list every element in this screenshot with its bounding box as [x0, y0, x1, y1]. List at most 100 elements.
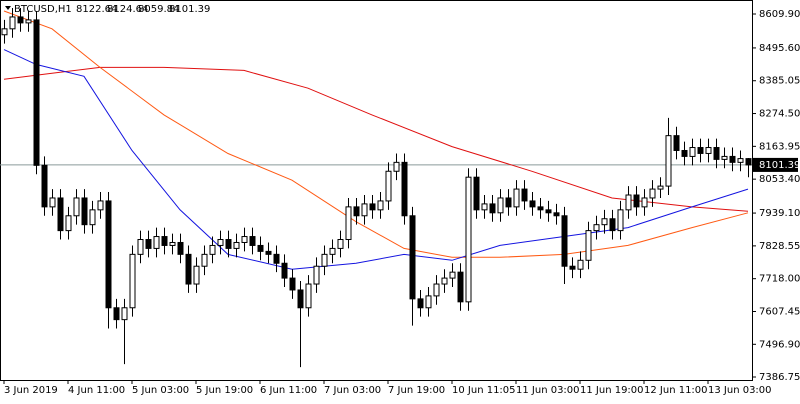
candle-body	[81, 197, 88, 226]
candle-body	[609, 218, 616, 232]
candle-body	[289, 277, 296, 291]
y-tick-label: 8274.50	[759, 109, 800, 120]
candle-body	[97, 200, 104, 211]
x-tick-label: 7 Jun 19:00	[388, 385, 445, 396]
candle-body	[561, 215, 568, 267]
candle-body	[713, 147, 720, 160]
candle-body	[49, 197, 56, 208]
candle-body	[433, 283, 440, 297]
x-tick-label: 10 Jun 11:05	[452, 385, 516, 396]
candle-body	[745, 158, 752, 166]
candle-body	[65, 215, 72, 232]
candle-body	[593, 224, 600, 232]
candle-body	[729, 155, 736, 163]
candle-body	[137, 239, 144, 255]
x-tick-label: 7 Jun 03:00	[324, 385, 381, 396]
candle-body	[57, 197, 64, 232]
candle-body	[417, 298, 424, 309]
x-tick-label: 3 Jun 2019	[4, 385, 58, 396]
header-close: 8101.39	[169, 4, 210, 15]
x-tick-label: 13 Jun 03:00	[708, 385, 772, 396]
candle-body	[41, 164, 48, 208]
header-high: 8124.64	[107, 4, 148, 15]
candle-body	[393, 161, 400, 172]
candle-body	[241, 236, 248, 243]
symbol: BTCUSD,H1	[14, 4, 72, 15]
candle-body	[553, 212, 560, 217]
candle-body	[273, 253, 280, 264]
candle-body	[185, 253, 192, 285]
y-tick-label: 7939.10	[759, 208, 800, 219]
candle-body	[321, 253, 328, 267]
candle-body	[1, 28, 8, 36]
y-tick-label: 7607.45	[759, 306, 800, 317]
candle-body	[25, 19, 32, 24]
x-tick-label: 4 Jun 11:00	[68, 385, 125, 396]
candle-body	[257, 244, 264, 252]
candle-body	[201, 253, 208, 267]
candle-body	[529, 200, 536, 208]
candle-body	[281, 262, 288, 279]
candle-body	[513, 188, 520, 208]
candle-body	[369, 203, 376, 211]
candle-body	[505, 197, 512, 208]
candle-body	[217, 239, 224, 246]
candle-body	[329, 247, 336, 255]
candle-body	[481, 203, 488, 211]
x-tick-label: 11 Jun 03:00	[516, 385, 580, 396]
candle-body	[177, 241, 184, 255]
candle-body	[153, 236, 160, 249]
candle-body	[681, 149, 688, 157]
candle-body	[313, 265, 320, 285]
x-tick-label: 12 Jun 11:00	[644, 385, 708, 396]
candle-body	[649, 188, 656, 199]
candle-body	[225, 239, 232, 249]
candle-body	[673, 135, 680, 151]
candle-body	[689, 147, 696, 157]
candle-body	[193, 265, 200, 285]
candle-body	[577, 259, 584, 270]
y-tick-label: 7386.75	[759, 372, 800, 383]
candle-body	[497, 197, 504, 214]
candle-body	[601, 218, 608, 226]
candle-body	[617, 209, 624, 232]
candle-body	[9, 16, 16, 30]
candle-body	[33, 19, 40, 166]
y-tick-label: 8163.95	[759, 141, 800, 152]
candle-body	[169, 241, 176, 246]
candle-body	[633, 194, 640, 208]
candle-body	[161, 236, 168, 246]
candle-body	[377, 200, 384, 211]
candle-body	[385, 170, 392, 202]
y-tick-label: 8495.60	[759, 43, 800, 54]
candle-body	[297, 289, 304, 309]
candle-body	[233, 241, 240, 249]
candle-body	[697, 147, 704, 154]
candle-body	[89, 209, 96, 226]
candle-body	[473, 176, 480, 211]
candle-body	[441, 277, 448, 285]
candle-body	[17, 16, 24, 24]
candle-body	[625, 194, 632, 211]
y-tick-label: 8053.40	[759, 174, 800, 185]
candle-body	[585, 230, 592, 261]
moving-average	[3, 66, 749, 212]
candle-body	[265, 250, 272, 255]
candle-body	[449, 271, 456, 279]
menu-arrow[interactable]	[5, 6, 11, 10]
candle-body	[569, 265, 576, 270]
y-tick-label: 8609.90	[759, 9, 800, 20]
candle-body	[657, 185, 664, 190]
candle-body	[425, 295, 432, 309]
y-tick-label: 7496.90	[759, 339, 800, 350]
candle-body	[113, 307, 120, 321]
candle-body	[465, 176, 472, 303]
candle-body	[401, 161, 408, 217]
candle-body	[105, 200, 112, 309]
candle-body	[305, 283, 312, 309]
candle-body	[665, 135, 672, 187]
candle-body	[545, 209, 552, 214]
candle-body	[345, 206, 352, 241]
